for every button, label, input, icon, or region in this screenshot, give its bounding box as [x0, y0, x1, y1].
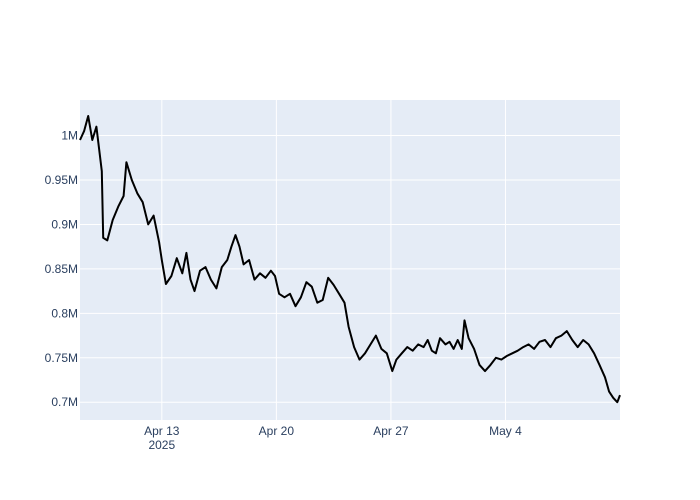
y-tick-label: 0.95M — [45, 173, 78, 187]
grid-lines — [80, 100, 620, 420]
x-tick-label: May 4 — [489, 424, 522, 438]
y-tick-label: 0.75M — [45, 351, 78, 365]
y-tick-label: 0.7M — [51, 395, 78, 409]
series-layer — [79, 115, 621, 404]
series-line — [79, 115, 621, 404]
x-tick-label: Apr 27 — [373, 424, 409, 438]
y-tick-label: 0.85M — [45, 262, 78, 276]
plot-background — [80, 100, 620, 420]
x-tick-year-label: 2025 — [148, 438, 175, 452]
y-tick-label: 0.8M — [51, 306, 78, 320]
x-tick-label: Apr 20 — [259, 424, 295, 438]
y-tick-label: 0.9M — [51, 217, 78, 231]
y-tick-label: 1M — [61, 129, 78, 143]
x-tick-label: Apr 13 — [144, 424, 180, 438]
y-axis-ticks: 0.7M 0.75M 0.8M 0.85M 0.9M 0.95M 1M — [45, 129, 78, 410]
